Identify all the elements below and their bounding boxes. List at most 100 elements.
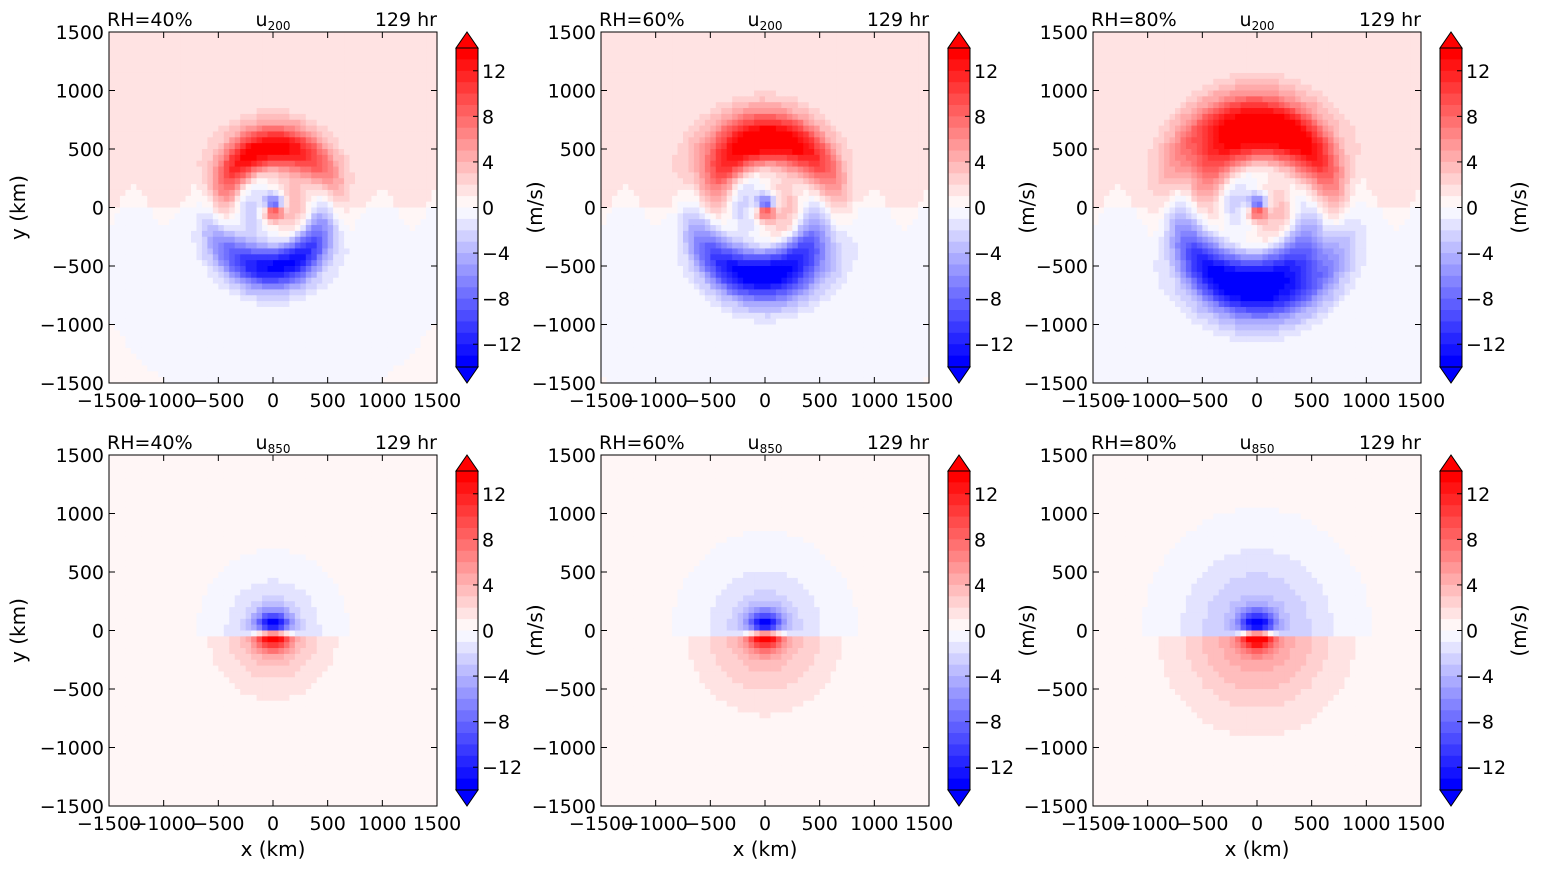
heatmap-cell (327, 277, 334, 285)
heatmap-cell (196, 43, 203, 51)
heatmap-cell (327, 78, 334, 86)
heatmap-cell (267, 137, 274, 144)
heatmap-cell (633, 43, 640, 51)
heatmap-cell (163, 143, 170, 150)
heatmap-cell (158, 143, 165, 150)
heatmap-cell (278, 301, 285, 308)
heatmap-cell (404, 84, 411, 92)
heatmap-cell (163, 67, 170, 74)
heatmap-cell (415, 32, 422, 39)
heatmap-cell (628, 260, 635, 267)
heatmap-cell (617, 289, 624, 296)
heatmap-cell (617, 347, 624, 355)
heatmap-cell (601, 96, 608, 103)
heatmap-cell (169, 102, 176, 109)
heatmap-cell (415, 242, 422, 250)
heatmap-cell (333, 377, 340, 384)
heatmap-cell (639, 55, 646, 62)
heatmap-cell (387, 195, 394, 203)
heatmap-cell (316, 96, 323, 103)
heatmap-cell (666, 248, 673, 255)
heatmap-cell (650, 67, 657, 74)
heatmap-cell (273, 283, 280, 290)
heatmap-cell (398, 371, 405, 378)
heatmap-cell (147, 189, 154, 197)
heatmap-cell (262, 347, 269, 355)
heatmap-cell (163, 242, 170, 250)
heatmap-cell (191, 90, 198, 97)
heatmap-cell (125, 248, 132, 255)
heatmap-cell (212, 365, 219, 372)
heatmap-cell (387, 67, 394, 74)
heatmap-cell (240, 201, 247, 209)
heatmap-cell (398, 154, 405, 162)
heatmap-cell (426, 312, 433, 320)
heatmap-cell (180, 72, 187, 80)
heatmap-cell (699, 131, 706, 138)
heatmap-cell (398, 43, 405, 51)
heatmap-cell (109, 306, 116, 314)
heatmap-cell (683, 324, 690, 331)
heatmap-cell (251, 119, 258, 127)
heatmap-cell (415, 254, 422, 261)
heatmap-cell (426, 78, 433, 86)
heatmap-cell (212, 230, 219, 238)
heatmap-cell (715, 72, 722, 80)
heatmap-cell (693, 271, 700, 279)
heatmap-cell (333, 166, 340, 173)
heatmap-cell (349, 301, 356, 308)
heatmap-cell (289, 125, 296, 133)
heatmap-cell (327, 84, 334, 92)
heatmap-cell (223, 149, 230, 156)
heatmap-cell (376, 271, 383, 279)
heatmap-cell (633, 207, 640, 214)
heatmap-cell (672, 166, 679, 173)
heatmap-cell (650, 254, 657, 261)
heatmap-cell (393, 219, 400, 226)
heatmap-cell (371, 96, 378, 103)
heatmap-cell (147, 324, 154, 331)
heatmap-cell (617, 84, 624, 92)
heatmap-cell (349, 225, 356, 232)
heatmap-cell (234, 90, 241, 97)
heatmap-cell (125, 336, 132, 343)
heatmap-cell (152, 336, 159, 343)
heatmap-cell (322, 219, 329, 226)
heatmap-cell (294, 166, 301, 173)
heatmap-cell (169, 266, 176, 273)
heatmap-cell (387, 248, 394, 255)
heatmap-cell (267, 295, 274, 302)
heatmap-cell (431, 347, 438, 355)
heatmap-cell (130, 283, 137, 290)
heatmap-cell (382, 84, 389, 92)
heatmap-cell (639, 289, 646, 296)
heatmap-cell (327, 61, 334, 68)
heatmap-cell (234, 260, 241, 267)
heatmap-cell (327, 266, 334, 273)
heatmap-cell (688, 219, 695, 226)
heatmap-cell (114, 84, 121, 92)
heatmap-cell (376, 137, 383, 144)
heatmap-cell (628, 283, 635, 290)
heatmap-cell (617, 242, 624, 250)
heatmap-cell (130, 131, 137, 138)
heatmap-cell (316, 67, 323, 74)
heatmap-cell (267, 236, 274, 244)
heatmap-cell (420, 359, 427, 367)
heatmap-cell (426, 137, 433, 144)
heatmap-cell (622, 201, 629, 209)
heatmap-cell (704, 125, 711, 133)
heatmap-cell (344, 324, 351, 331)
heatmap-cell (207, 90, 214, 97)
heatmap-cell (617, 359, 624, 367)
heatmap-cell (218, 347, 225, 355)
heatmap-cell (229, 289, 236, 296)
colorbar-min-extension (455, 366, 479, 384)
heatmap-cell (119, 324, 126, 331)
heatmap-cell (169, 289, 176, 296)
heatmap-cell (294, 37, 301, 45)
heatmap-cell (283, 219, 290, 226)
heatmap-cell (251, 318, 258, 326)
heatmap-cell (191, 113, 198, 121)
heatmap-cell (677, 248, 684, 255)
